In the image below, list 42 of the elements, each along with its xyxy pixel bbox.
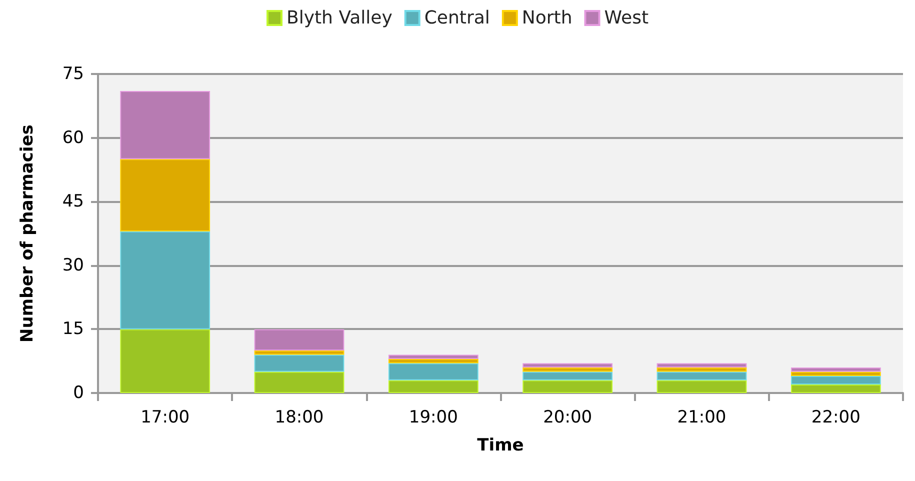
x-tick-label: 22:00 bbox=[811, 408, 860, 428]
y-tick-label: 30 bbox=[62, 255, 84, 276]
x-axis-title: Time bbox=[477, 436, 524, 456]
bar bbox=[656, 380, 747, 393]
legend-label: North bbox=[522, 8, 572, 28]
y-tick-label: 0 bbox=[73, 383, 84, 403]
bar bbox=[254, 372, 344, 393]
y-tick-label: 60 bbox=[62, 128, 84, 148]
bar bbox=[120, 231, 210, 330]
bar bbox=[522, 380, 613, 393]
x-tick-label: 19:00 bbox=[408, 408, 458, 428]
y-tick-label: 45 bbox=[62, 192, 84, 212]
bar bbox=[656, 367, 747, 372]
x-tick-label: 20:00 bbox=[543, 408, 592, 428]
bar bbox=[254, 350, 344, 355]
y-tick-label: 75 bbox=[62, 64, 84, 84]
x-tick-label: 18:00 bbox=[274, 408, 324, 428]
bar bbox=[522, 363, 613, 368]
bar bbox=[120, 329, 210, 393]
bar bbox=[790, 367, 881, 372]
y-axis-title: Number of pharmacies bbox=[18, 124, 38, 342]
legend-label: Central bbox=[424, 8, 490, 28]
bar bbox=[120, 91, 210, 160]
bar bbox=[388, 354, 478, 359]
bar bbox=[120, 159, 210, 232]
x-tick-label: 21:00 bbox=[677, 408, 726, 428]
bar bbox=[522, 372, 613, 380]
bar bbox=[388, 380, 478, 393]
y-tick-label: 15 bbox=[62, 319, 84, 340]
legend-label: West bbox=[604, 8, 649, 28]
bar bbox=[656, 363, 747, 368]
bar bbox=[790, 384, 881, 393]
x-tick-label: 17:00 bbox=[140, 408, 190, 428]
bar bbox=[254, 354, 344, 372]
bar bbox=[790, 372, 881, 376]
bar bbox=[522, 367, 613, 372]
bar bbox=[388, 363, 478, 380]
legend-label: Blyth Valley bbox=[286, 8, 393, 28]
bar bbox=[388, 358, 478, 364]
bar bbox=[656, 372, 747, 380]
bar bbox=[790, 376, 881, 384]
bar bbox=[254, 329, 344, 350]
